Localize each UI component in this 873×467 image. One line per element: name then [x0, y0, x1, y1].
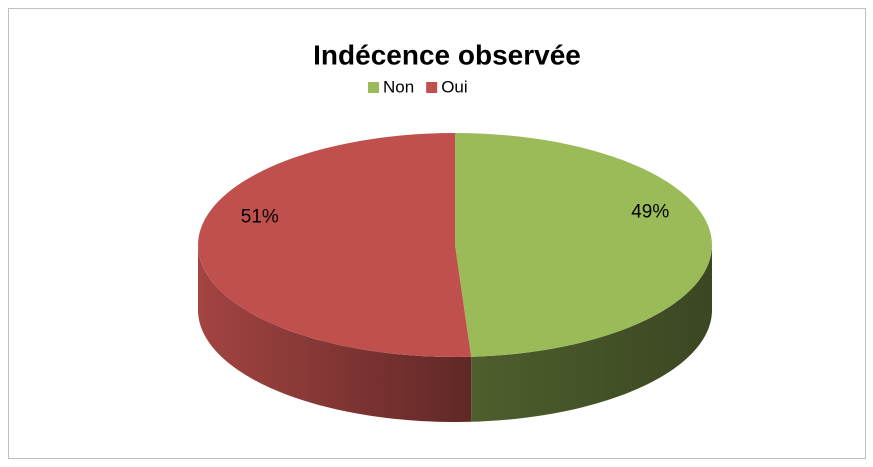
slice-side	[471, 245, 712, 422]
data-label: 49%	[631, 201, 669, 222]
chart-title: Indécence observée	[313, 39, 581, 70]
slice	[198, 133, 472, 357]
legend-label: Non	[383, 77, 414, 96]
legend-swatch	[368, 82, 379, 93]
legend-swatch	[426, 82, 438, 93]
legend-label: Oui	[441, 77, 467, 96]
slice	[455, 133, 712, 357]
slice-side	[198, 245, 472, 422]
data-label: 51%	[241, 207, 279, 228]
